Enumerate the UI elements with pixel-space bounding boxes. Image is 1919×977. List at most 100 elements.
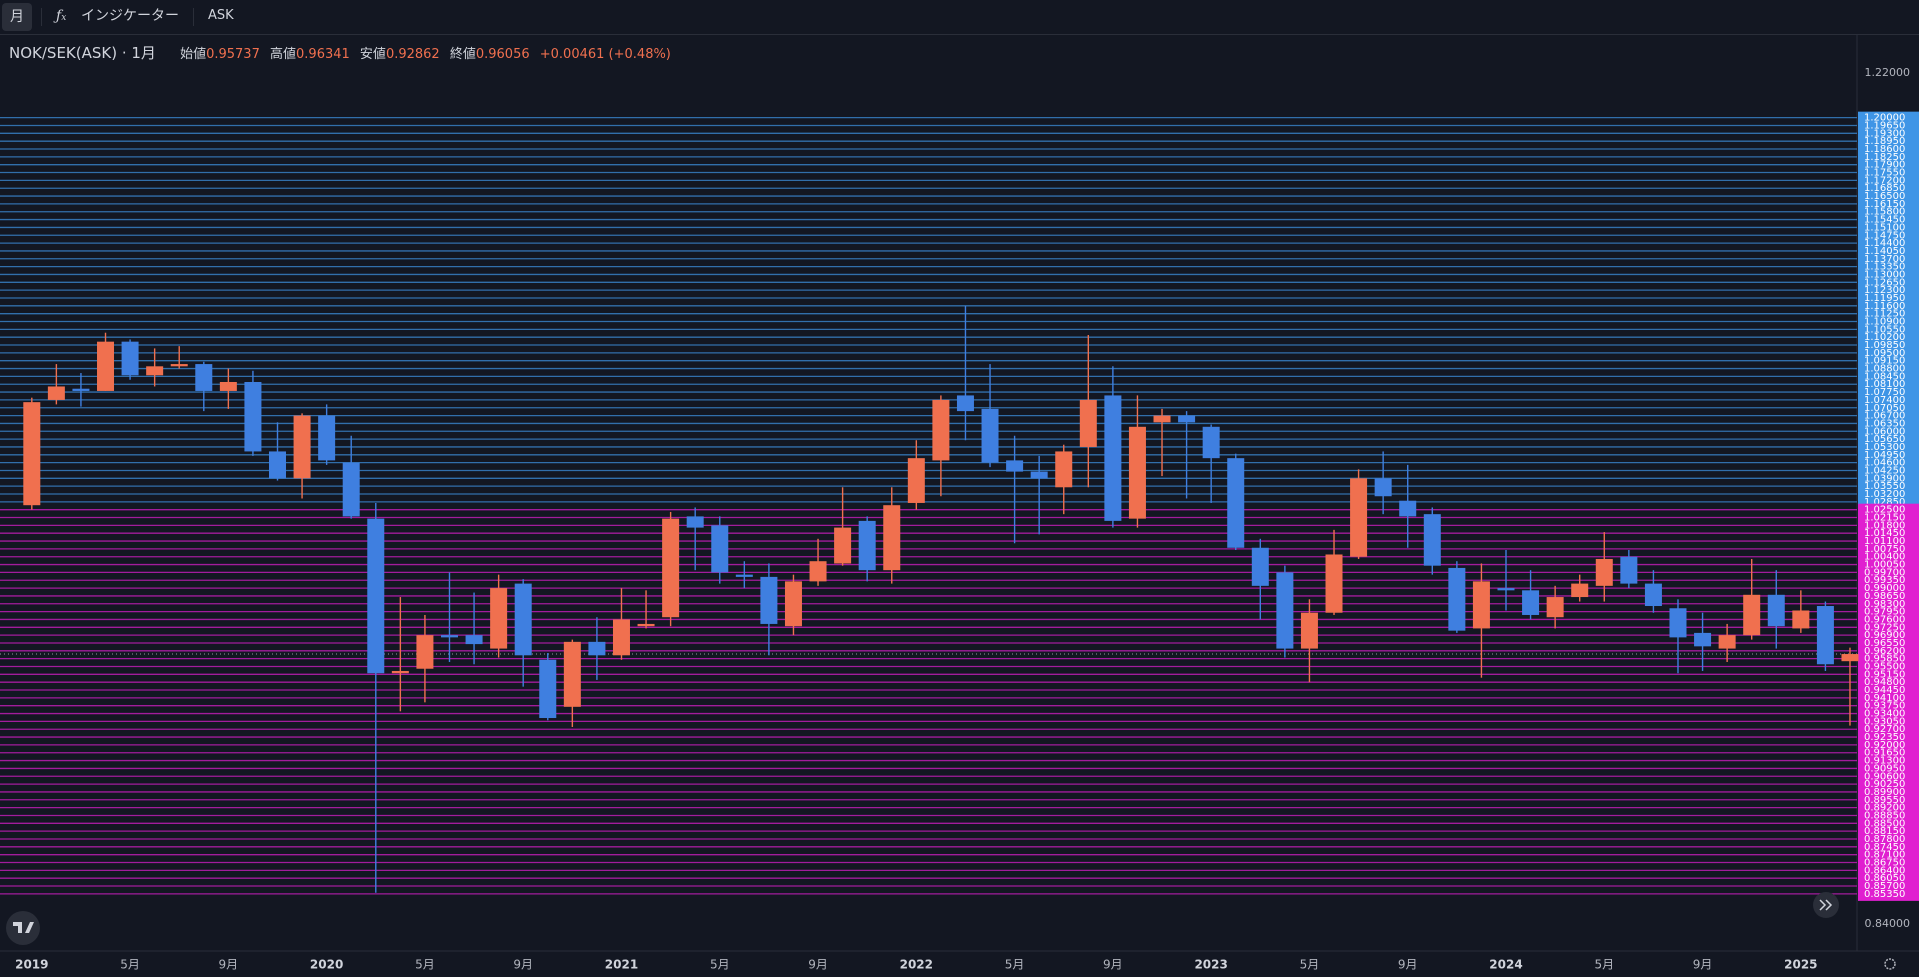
candle-body (1767, 594, 1785, 627)
candle-body (956, 395, 974, 412)
level-label: 0.88500 (1864, 818, 1905, 829)
candle-body (834, 527, 852, 564)
scroll-button[interactable] (1813, 892, 1839, 918)
candle-body (662, 518, 680, 618)
level-label: 0.94450 (1864, 685, 1905, 696)
candle-body (1792, 610, 1810, 629)
candle-body (539, 659, 557, 719)
candle-body (391, 670, 409, 674)
level-label: 0.94800 (1864, 677, 1905, 688)
candle-body (293, 415, 311, 479)
x-tick-label: 5月 (1300, 958, 1320, 972)
interval-button[interactable]: 月 (2, 3, 32, 31)
candle-body (883, 505, 901, 571)
level-label: 0.90250 (1864, 779, 1905, 790)
toolbar: 月 ƒx インジケーター ASK (0, 0, 1919, 35)
level-label: 1.06000 (1864, 426, 1905, 437)
x-tick-label: 2021 (605, 958, 638, 972)
settings-button[interactable] (1884, 958, 1896, 970)
level-label: 0.88150 (1864, 826, 1905, 837)
separator (41, 8, 42, 26)
ohlc-value: 0.92862 (385, 47, 440, 62)
level-label: 1.00750 (1864, 544, 1905, 555)
fx-icon[interactable]: ƒx (56, 8, 67, 24)
level-label: 0.90600 (1864, 771, 1905, 782)
ohlc-label: 安値 (359, 47, 386, 62)
level-label: 0.91300 (1864, 756, 1905, 767)
level-label-band (1858, 111, 1919, 509)
level-label: 1.10900 (1864, 317, 1905, 328)
level-label: 1.03900 (1864, 473, 1905, 484)
ohlc-value: 0.96056 (475, 47, 530, 62)
level-label: 1.13700 (1864, 254, 1905, 265)
level-label: 1.04250 (1864, 465, 1905, 476)
tradingview-logo (6, 911, 40, 945)
level-label: 0.98300 (1864, 599, 1905, 610)
ohlc-value: 0.95737 (206, 47, 260, 62)
candle-body (1620, 556, 1638, 584)
level-label: 0.92350 (1864, 732, 1905, 743)
ohlc-label: 終値 (449, 47, 476, 62)
candle-body (465, 635, 483, 645)
level-label: 0.95500 (1864, 661, 1905, 672)
ohlc-label: 始値 (180, 47, 207, 62)
level-label: 0.87100 (1864, 850, 1905, 861)
level-label: 1.16500 (1864, 191, 1905, 202)
level-label: 1.07400 (1864, 395, 1905, 406)
level-label: 1.06700 (1864, 411, 1905, 422)
level-label: 0.93750 (1864, 701, 1905, 712)
level-label: 1.05300 (1864, 442, 1905, 453)
level-label: 1.03550 (1864, 481, 1905, 492)
level-label: 1.02500 (1864, 505, 1905, 516)
level-label: 0.93050 (1864, 716, 1905, 727)
level-label: 1.01100 (1864, 536, 1905, 547)
level-label: 0.97600 (1864, 614, 1905, 625)
candle-body (23, 402, 41, 506)
candle-body (1448, 567, 1466, 631)
x-tick-label: 2019 (15, 958, 48, 972)
level-label: 1.07050 (1864, 403, 1905, 414)
candle-body (809, 561, 827, 582)
candle-body (1718, 635, 1736, 649)
level-label: 0.90950 (1864, 763, 1905, 774)
candle-body (1300, 612, 1318, 649)
scroll-button-icon (1819, 899, 1833, 911)
level-label: 1.02150 (1864, 513, 1905, 524)
candle-body (1153, 415, 1171, 423)
logo-circle (6, 911, 40, 945)
x-tick-label: 9月 (1103, 958, 1123, 972)
level-label: 1.13000 (1864, 269, 1905, 280)
candle-body (1251, 547, 1269, 586)
level-label: 1.11950 (1864, 293, 1905, 304)
level-label: 1.18950 (1864, 136, 1905, 147)
level-label: 0.99000 (1864, 583, 1905, 594)
level-label: 1.08800 (1864, 364, 1905, 375)
x-tick-label: 9月 (1693, 958, 1713, 972)
candle-body (490, 588, 508, 649)
level-label: 1.04600 (1864, 458, 1905, 469)
level-label: 1.10200 (1864, 332, 1905, 343)
level-label: 1.09150 (1864, 356, 1905, 367)
y-tick-label: 1.22000 (1865, 66, 1911, 79)
level-label: 0.96900 (1864, 630, 1905, 641)
level-label: 0.96550 (1864, 638, 1905, 649)
candle-body (1374, 478, 1392, 497)
price-side-button[interactable]: ASK (208, 8, 234, 23)
level-label: 1.15800 (1864, 207, 1905, 218)
candle-body (97, 341, 115, 391)
level-label: 0.98650 (1864, 591, 1905, 602)
legend-header: NOK/SEK(ASK) · 1月 始値0.95737 高値0.96341 安値… (9, 42, 671, 63)
level-label: 0.89550 (1864, 795, 1905, 806)
x-tick-label: 2024 (1489, 958, 1522, 972)
candle-body (1472, 581, 1490, 629)
level-label: 1.17900 (1864, 160, 1905, 171)
change-value: +0.00461 (+0.48%) (539, 47, 671, 62)
candle-body (612, 619, 630, 656)
level-label: 1.02850 (1864, 497, 1905, 508)
level-label: 0.91650 (1864, 748, 1905, 759)
level-label: 1.07750 (1864, 387, 1905, 398)
indicators-button[interactable]: インジケーター (81, 8, 179, 24)
candle-body (1350, 478, 1368, 557)
level-label: 1.12300 (1864, 285, 1905, 296)
level-label: 1.00050 (1864, 560, 1905, 571)
